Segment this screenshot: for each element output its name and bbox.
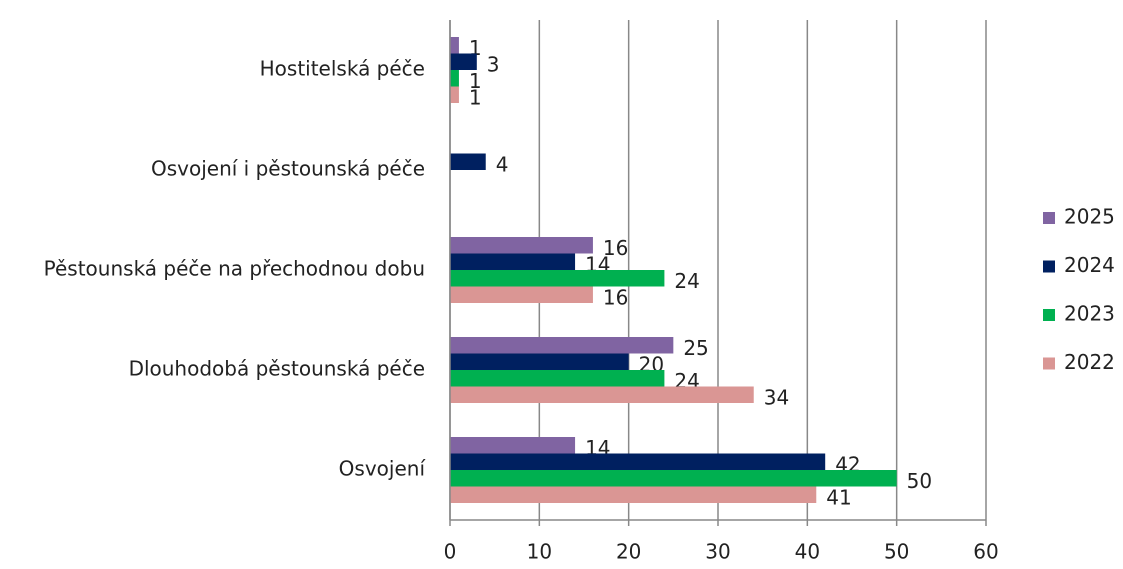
x-tick-label: 0: [444, 540, 457, 564]
bar: [450, 70, 459, 87]
x-tick-label: 40: [795, 540, 820, 564]
y-tick-label: Osvojení: [339, 457, 427, 481]
x-tick-label: 60: [973, 540, 998, 564]
bar: [450, 253, 576, 270]
value-label: 1: [469, 69, 482, 93]
y-tick-label: Pěstounská péče na přechodnou dobu: [44, 257, 425, 281]
value-label: 16: [603, 236, 628, 260]
value-label: 50: [907, 469, 932, 493]
value-label: 25: [683, 336, 708, 360]
value-label: 34: [764, 385, 789, 409]
legend-swatch: [1043, 212, 1055, 224]
value-label: 16: [603, 285, 628, 309]
x-tick-label: 30: [705, 540, 730, 564]
bar: [450, 86, 459, 103]
y-tick-label: Hostitelská péče: [260, 57, 425, 81]
legend-label: 2022: [1064, 350, 1115, 374]
legend-swatch: [1043, 260, 1055, 273]
bar: [450, 37, 459, 54]
legend-label: 2023: [1064, 302, 1115, 326]
legend-label: 2025: [1064, 205, 1115, 229]
bar: [450, 470, 897, 487]
value-label: 3: [487, 52, 500, 76]
legend-swatch: [1043, 357, 1055, 370]
value-label: 41: [826, 485, 851, 509]
bar: [450, 286, 593, 303]
bar: [450, 453, 826, 470]
bar: [450, 437, 576, 454]
bar: [450, 53, 477, 70]
y-tick-label: Osvojení i pěstounská péče: [151, 157, 425, 181]
bar: [450, 370, 665, 387]
y-tick-label: Dlouhodobá pěstounská péče: [129, 357, 425, 381]
legend-label: 2024: [1064, 253, 1115, 277]
x-tick-label: 20: [616, 540, 641, 564]
x-tick-label: 10: [527, 540, 552, 564]
bar: [450, 237, 593, 254]
x-tick-label: 50: [884, 540, 909, 564]
bar: [450, 337, 674, 354]
legend-swatch: [1043, 309, 1055, 321]
bar: [450, 486, 817, 503]
value-label: 1: [469, 85, 482, 109]
bar: [450, 153, 486, 170]
bar: [450, 270, 665, 287]
value-label: 4: [496, 152, 509, 176]
bar: [450, 353, 629, 370]
value-label: 24: [674, 269, 699, 293]
bar: [450, 386, 754, 403]
